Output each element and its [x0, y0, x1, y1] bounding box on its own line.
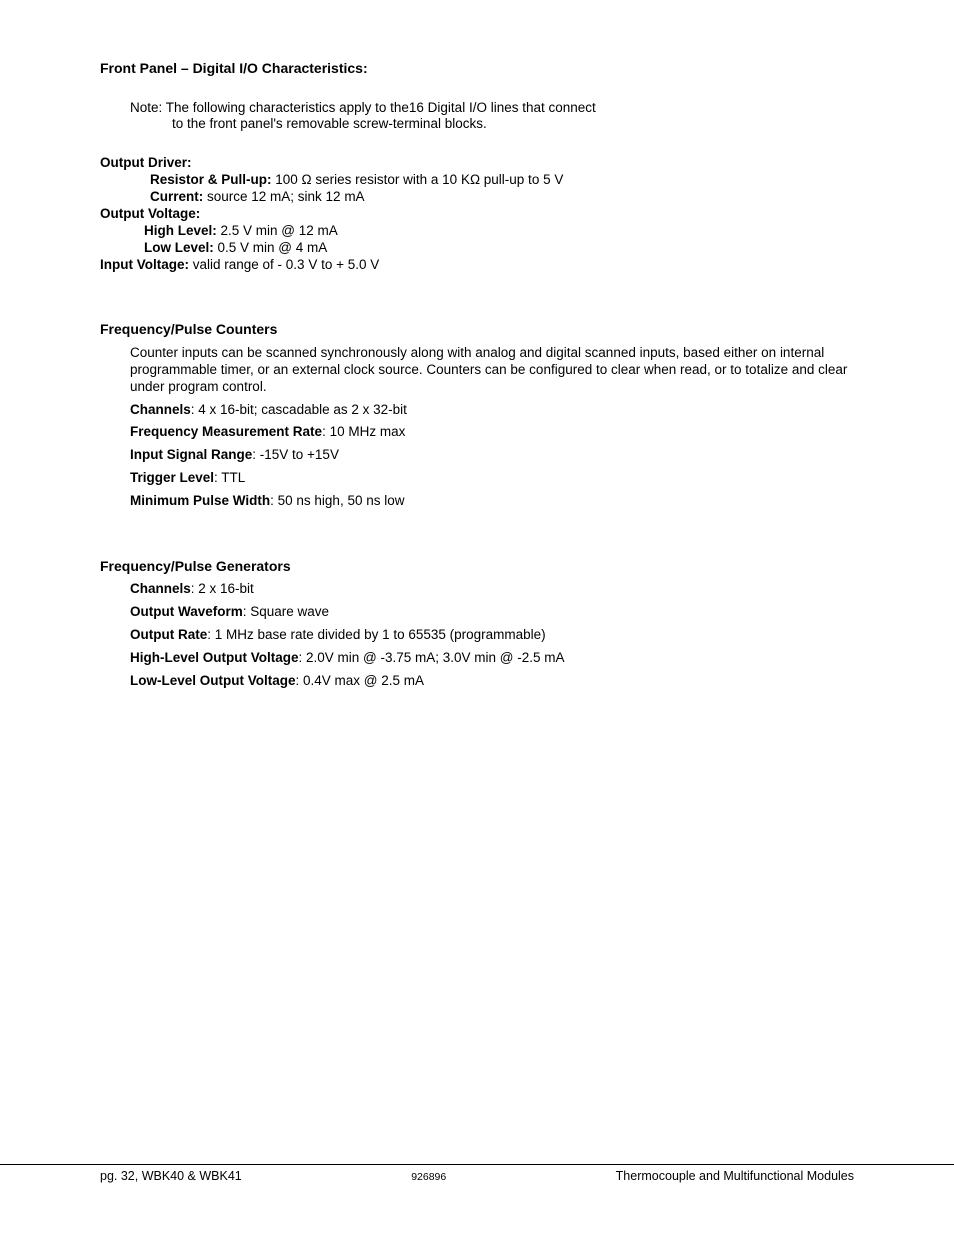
gen-rate-value: : 1 MHz base rate divided by 1 to 65535 …	[207, 627, 545, 642]
counters-freq-rate-label: Frequency Measurement Rate	[130, 424, 322, 439]
gen-low-out-value: : 0.4V max @ 2.5 mA	[296, 673, 425, 688]
gen-rate-label: Output Rate	[130, 627, 207, 642]
gen-channels-label: Channels	[130, 581, 191, 596]
counters-channels-label: Channels	[130, 402, 191, 417]
counters-min-pulse-value: : 50 ns high, 50 ns low	[270, 493, 404, 508]
current-label: Current:	[150, 189, 203, 204]
counters-trigger-value: : TTL	[214, 470, 245, 485]
input-voltage-value: valid range of - 0.3 V to + 5.0 V	[189, 257, 379, 272]
footer-left: pg. 32, WBK40 & WBK41	[100, 1169, 242, 1183]
generators-title: Frequency/Pulse Generators	[100, 558, 854, 576]
low-level-value: 0.5 V min @ 4 mA	[214, 240, 328, 255]
low-level-label: Low Level:	[144, 240, 214, 255]
high-level-label: High Level:	[144, 223, 217, 238]
counters-input-range-label: Input Signal Range	[130, 447, 252, 462]
current-value: source 12 mA; sink 12 mA	[203, 189, 364, 204]
input-voltage-label: Input Voltage:	[100, 257, 189, 272]
note-block: Note: The following characteristics appl…	[130, 100, 854, 134]
counters-min-pulse-label: Minimum Pulse Width	[130, 493, 270, 508]
counters-trigger-label: Trigger Level	[130, 470, 214, 485]
front-panel-title: Front Panel – Digital I/O Characteristic…	[100, 60, 854, 78]
gen-low-out-label: Low-Level Output Voltage	[130, 673, 296, 688]
counters-freq-rate-value: : 10 MHz max	[322, 424, 405, 439]
page-footer: pg. 32, WBK40 & WBK41 926896 Thermocoupl…	[0, 1164, 954, 1183]
resistor-value: 100 Ω series resistor with a 10 KΩ pull-…	[272, 172, 564, 187]
resistor-label: Resistor & Pull-up:	[150, 172, 272, 187]
note-label: Note:	[130, 100, 162, 115]
counters-title: Frequency/Pulse Counters	[100, 321, 854, 339]
gen-waveform-label: Output Waveform	[130, 604, 243, 619]
counters-para: Counter inputs can be scanned synchronou…	[130, 345, 854, 396]
counters-channels-value: : 4 x 16-bit; cascadable as 2 x 32-bit	[191, 402, 407, 417]
note-line2: to the front panel's removable screw-ter…	[172, 116, 854, 133]
gen-waveform-value: : Square wave	[243, 604, 329, 619]
note-line1: The following characteristics apply to t…	[162, 100, 595, 115]
footer-right: Thermocouple and Multifunctional Modules	[616, 1169, 854, 1183]
output-driver-label: Output Driver:	[100, 155, 854, 172]
counters-input-range-value: : -15V to +15V	[252, 447, 339, 462]
gen-high-out-label: High-Level Output Voltage	[130, 650, 299, 665]
footer-center: 926896	[411, 1171, 446, 1185]
high-level-value: 2.5 V min @ 12 mA	[217, 223, 338, 238]
gen-channels-value: : 2 x 16-bit	[191, 581, 254, 596]
gen-high-out-value: : 2.0V min @ -3.75 mA; 3.0V min @ -2.5 m…	[299, 650, 565, 665]
output-voltage-label: Output Voltage:	[100, 206, 854, 223]
